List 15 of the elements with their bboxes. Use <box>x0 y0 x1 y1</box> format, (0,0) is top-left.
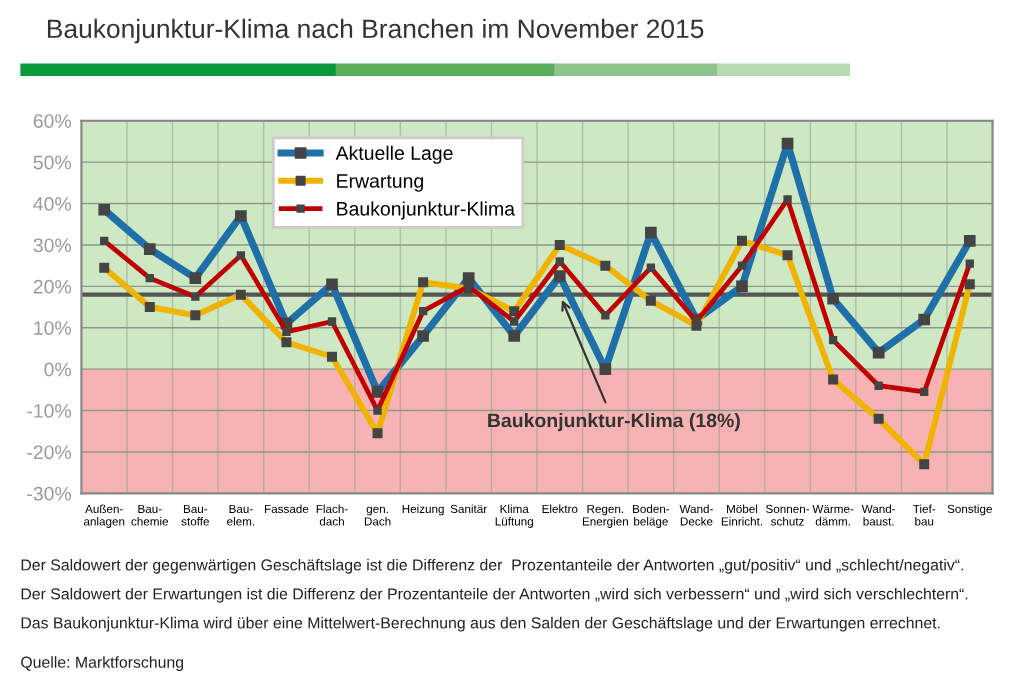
y-tick-label: -30% <box>27 486 72 501</box>
legend-label: Erwartung <box>337 174 423 192</box>
y-tick-label: -20% <box>27 445 72 460</box>
y-tick-label: 20% <box>33 279 72 294</box>
y-tick-label: 30% <box>33 238 72 253</box>
chart-title: Baukonjunktur-Klima nach Branchen im November 2015 <box>47 18 704 44</box>
legend-label: Baukonjunktur-Klima <box>337 201 516 220</box>
y-tick-label: 60% <box>33 114 72 128</box>
y-tick-label: 40% <box>33 197 72 211</box>
y-tick-label: 0% <box>44 362 72 377</box>
y-tick-label: -10% <box>27 404 72 418</box>
annotation: Baukonjunktur-Klima (18%) <box>488 413 740 432</box>
y-tick-label: 50% <box>33 155 72 170</box>
legend-label: Aktuelle Lage <box>335 145 453 164</box>
y-tick-label: 10% <box>34 321 72 335</box>
